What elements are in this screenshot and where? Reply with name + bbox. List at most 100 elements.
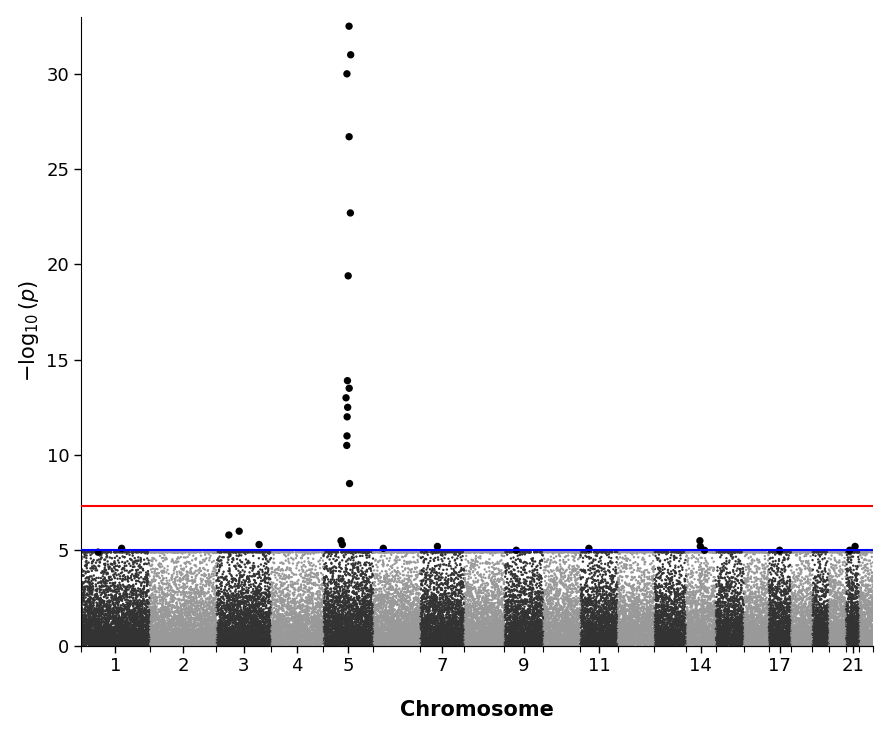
- Point: [412, 597, 426, 609]
- Point: [115, 629, 129, 641]
- Point: [633, 632, 647, 644]
- Point: [596, 622, 611, 634]
- Point: [168, 635, 182, 646]
- Point: [764, 599, 778, 611]
- Point: [399, 635, 413, 646]
- Point: [619, 624, 634, 636]
- Point: [661, 635, 676, 647]
- Point: [523, 639, 538, 651]
- Point: [214, 546, 228, 558]
- Point: [587, 633, 602, 645]
- Point: [591, 638, 605, 650]
- Point: [756, 638, 771, 649]
- Point: [678, 635, 692, 646]
- Point: [708, 621, 723, 632]
- Point: [793, 624, 807, 635]
- Point: [503, 639, 517, 651]
- Point: [347, 562, 361, 573]
- Point: [339, 596, 353, 608]
- Point: [761, 638, 775, 650]
- Point: [209, 627, 223, 639]
- Point: [453, 632, 467, 643]
- Point: [95, 634, 109, 646]
- Point: [653, 631, 668, 643]
- Point: [521, 608, 535, 620]
- Point: [147, 637, 161, 649]
- Point: [765, 635, 779, 646]
- Point: [296, 630, 311, 642]
- Point: [403, 638, 417, 649]
- Point: [718, 591, 732, 603]
- Point: [291, 621, 305, 633]
- Point: [554, 570, 569, 581]
- Point: [144, 629, 158, 640]
- Point: [427, 633, 441, 645]
- Point: [437, 632, 451, 643]
- Point: [417, 548, 432, 559]
- Point: [127, 637, 142, 649]
- Point: [216, 590, 231, 602]
- Point: [125, 621, 140, 633]
- Point: [298, 632, 312, 643]
- Point: [384, 618, 398, 630]
- Point: [635, 605, 649, 617]
- Point: [629, 637, 643, 649]
- Point: [254, 626, 268, 638]
- Point: [749, 601, 764, 613]
- Point: [401, 598, 416, 609]
- Point: [511, 618, 525, 630]
- Point: [685, 627, 700, 639]
- Point: [457, 626, 472, 638]
- Point: [307, 604, 321, 615]
- Point: [711, 629, 725, 641]
- Point: [295, 624, 309, 635]
- Point: [858, 600, 872, 612]
- Point: [379, 631, 393, 643]
- Point: [724, 636, 739, 648]
- Point: [862, 630, 876, 642]
- Point: [717, 614, 732, 626]
- Point: [190, 628, 205, 640]
- Point: [463, 623, 477, 635]
- Point: [578, 635, 592, 646]
- Point: [516, 587, 530, 599]
- Point: [109, 638, 124, 649]
- Point: [651, 607, 666, 618]
- Point: [573, 608, 587, 620]
- Point: [856, 546, 870, 558]
- Point: [607, 616, 621, 628]
- Point: [202, 626, 216, 638]
- Point: [305, 591, 320, 603]
- Point: [482, 639, 497, 651]
- Point: [208, 546, 222, 558]
- Point: [267, 638, 281, 650]
- Point: [336, 626, 351, 638]
- Point: [730, 635, 744, 646]
- Point: [174, 624, 188, 635]
- Point: [662, 638, 676, 649]
- Point: [737, 599, 751, 611]
- Point: [397, 609, 411, 621]
- Point: [486, 598, 500, 609]
- Point: [805, 609, 819, 621]
- Point: [104, 580, 118, 592]
- Point: [699, 631, 713, 643]
- Point: [676, 638, 691, 649]
- Point: [612, 593, 627, 604]
- Point: [98, 636, 112, 648]
- Point: [488, 582, 502, 594]
- Point: [95, 603, 109, 615]
- Point: [182, 601, 196, 613]
- Point: [758, 633, 773, 645]
- Point: [441, 621, 455, 633]
- Point: [445, 627, 459, 639]
- Point: [199, 596, 214, 608]
- Point: [470, 611, 484, 623]
- Point: [797, 623, 811, 635]
- Point: [642, 583, 656, 595]
- Point: [519, 593, 533, 605]
- Point: [335, 632, 349, 644]
- Point: [599, 617, 613, 629]
- Point: [530, 592, 545, 604]
- Point: [583, 590, 597, 602]
